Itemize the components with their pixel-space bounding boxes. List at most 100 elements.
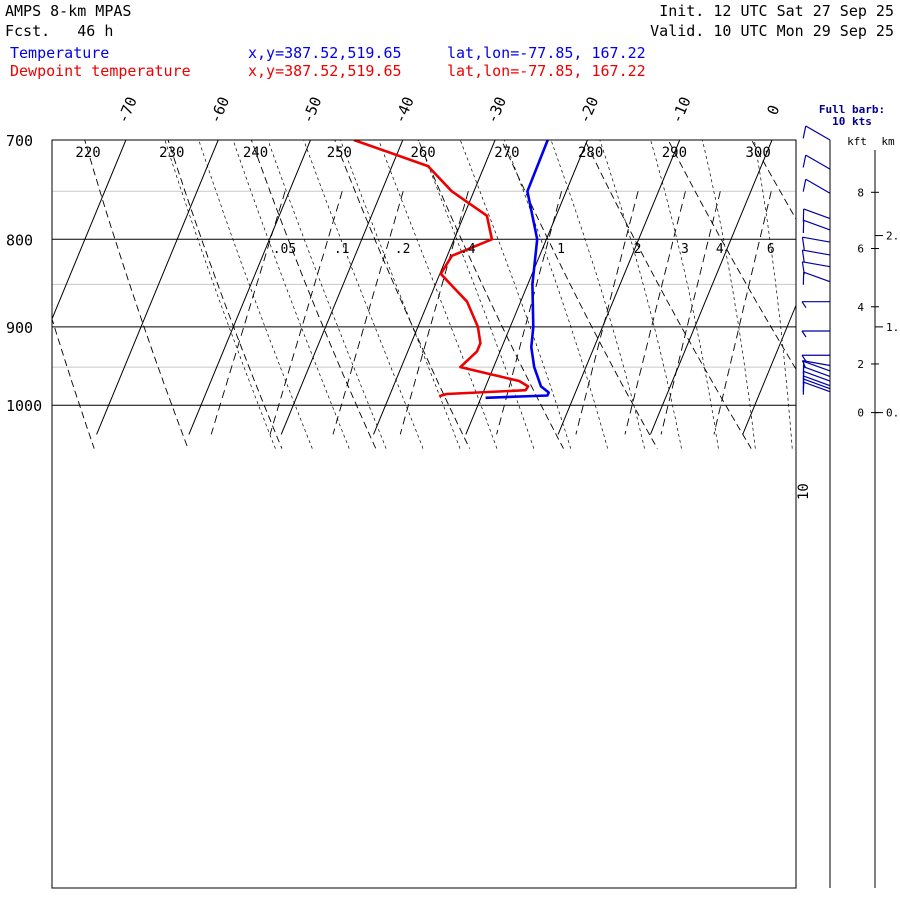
moist-adiabat-line	[753, 140, 793, 449]
temperature-legend-label: Temperature	[10, 44, 110, 62]
isotherm-line	[96, 140, 219, 435]
temperature-axis-label: -70	[114, 94, 141, 126]
dewpoint-profile	[353, 140, 530, 398]
isotherm-line	[52, 140, 127, 321]
wind-barb	[802, 261, 831, 268]
mixing-ratio-label: .4	[460, 242, 476, 257]
wind-barb	[802, 360, 831, 367]
wind-barb-flag	[801, 237, 805, 250]
moist-adiabat-line	[232, 140, 350, 449]
isotherm-line	[0, 140, 34, 434]
pressure-label: 900	[6, 319, 33, 337]
wind-barb-flag	[801, 330, 807, 338]
wind-barb	[803, 381, 831, 393]
dewpoint-legend-xy: x,y=387.52,519.65	[248, 62, 402, 80]
isotherm-line	[835, 140, 900, 434]
dry-adiabat-line	[417, 140, 564, 449]
mixing-ratio-line	[210, 191, 286, 435]
moist-adiabat-line	[340, 140, 461, 449]
wind-barb	[805, 125, 831, 141]
theta-label: 260	[410, 145, 435, 161]
isotherm-line	[557, 140, 681, 435]
wind-barb	[802, 236, 831, 243]
isotherm-line	[465, 140, 588, 435]
wind-barb-flag	[802, 125, 807, 139]
moist-adiabat-line	[164, 140, 276, 449]
km-tick-label: 0.	[886, 407, 899, 420]
moist-adiabat-line	[504, 140, 608, 449]
wind-barb	[803, 208, 831, 220]
temperature-axis-label: -40	[391, 94, 418, 126]
theta-label: 290	[662, 145, 687, 161]
mixing-ratio-line	[269, 191, 343, 435]
valid-time: 10 UTC Mon 29 Sep 25	[713, 22, 894, 40]
wind-barb	[805, 178, 831, 194]
dewpoint-legend-label: Dewpoint temperature	[10, 62, 191, 80]
moist-adiabat-line	[650, 140, 719, 449]
theta-label: 250	[327, 145, 352, 161]
valid-label: Valid.	[650, 22, 705, 40]
wind-barb-flag	[801, 301, 807, 309]
mixing-ratio-line	[496, 191, 563, 435]
wind-barb-flag	[802, 179, 807, 192]
mixing-ratio-label: .1	[334, 242, 350, 257]
moist-adiabat-line	[267, 140, 387, 449]
kft-tick-label: 6	[857, 243, 864, 256]
mixing-ratio-label: 3	[681, 242, 689, 257]
km-tick-label: 1.	[886, 321, 899, 334]
moist-adiabat-line	[850, 73, 866, 448]
mixing-ratio-label: 6	[767, 242, 775, 257]
mixing-ratio-line	[332, 191, 404, 435]
wind-barb-flag	[802, 155, 807, 168]
mixing-ratio-label: 4	[716, 242, 724, 257]
wind-barb-flag	[801, 249, 805, 263]
wind-barb	[803, 375, 831, 387]
model-title: AMPS 8-km MPAS	[5, 2, 132, 20]
wind-barb	[802, 249, 831, 256]
kft-label: kft	[847, 135, 867, 148]
wind-barb	[803, 219, 831, 231]
temperature-axis-label: -60	[206, 94, 233, 126]
pressure-label: 800	[6, 231, 33, 249]
mixing-ratio-label: .2	[395, 242, 411, 257]
isotherm-line	[280, 140, 404, 435]
minor-isobars	[52, 190, 796, 368]
dry-adiabat-line	[878, 73, 900, 448]
theta-label: 300	[746, 145, 771, 161]
isotherms	[0, 140, 900, 435]
mixing-ratio-line	[660, 191, 721, 435]
theta-label: 240	[243, 145, 268, 161]
moist-adiabat-line	[702, 140, 756, 449]
isotherm-line	[649, 140, 773, 435]
init-label: Init.	[659, 2, 705, 20]
wind-barb	[803, 370, 831, 382]
mixing-ratio-line	[713, 191, 772, 435]
kft-tick-label: 2	[857, 358, 864, 371]
theta-label: 220	[75, 145, 100, 161]
moist-adiabat-line	[599, 140, 682, 449]
dry-adiabats	[52, 73, 900, 449]
theta-label: 230	[159, 145, 184, 161]
dry-adiabat-line	[250, 140, 377, 449]
temperature-axis-label: -10	[668, 94, 695, 126]
init-time: 12 UTC Sat 27 Sep 25	[713, 2, 894, 20]
moist-adiabats	[164, 73, 866, 449]
temperature-legend-latlon: lat,lon=-77.85, 167.22	[447, 44, 646, 62]
wind-barb	[805, 154, 831, 170]
mixing-ratio-line	[624, 191, 686, 435]
temperature-axis-label: 0	[763, 102, 783, 117]
isotherm-line	[373, 140, 496, 435]
wind-level-label: 10	[796, 483, 812, 500]
barb-legend-value: 10 kts	[832, 115, 872, 128]
dry-adiabat-line	[84, 140, 189, 449]
kft-tick-label: 4	[857, 301, 864, 314]
dry-adiabat-line	[167, 140, 283, 449]
temperature-axis-label: -30	[483, 94, 510, 126]
kft-tick-label: 8	[857, 186, 864, 199]
mixing-ratio-line	[399, 191, 469, 435]
dewpoint-legend-latlon: lat,lon=-77.85, 167.22	[447, 62, 646, 80]
pressure-label: 700	[6, 132, 33, 150]
moist-adiabat-line	[303, 140, 424, 449]
wind-barb-flag	[801, 354, 807, 362]
